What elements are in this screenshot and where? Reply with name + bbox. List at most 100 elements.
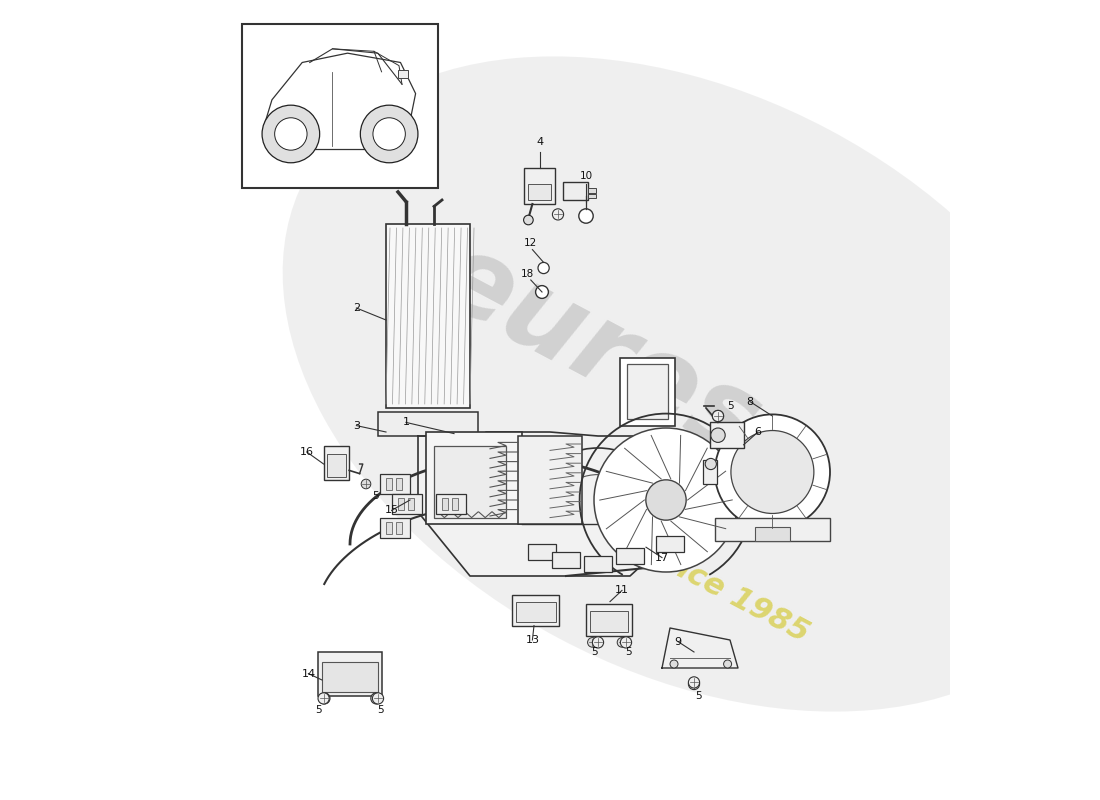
Bar [386,478,393,490]
Text: 5: 5 [727,402,734,411]
Bar [616,548,645,564]
Text: 4: 4 [536,138,543,147]
Bar [528,544,557,560]
Text: 11: 11 [615,586,629,595]
Circle shape [538,262,549,274]
Text: 5: 5 [377,706,384,715]
Bar [656,536,684,552]
Text: 14: 14 [301,669,316,678]
Bar [710,422,744,448]
Circle shape [711,428,725,442]
Bar [392,494,422,514]
Bar [379,518,410,538]
Circle shape [361,105,418,162]
Text: 15: 15 [385,506,398,515]
Circle shape [536,286,549,298]
Circle shape [587,638,597,647]
Bar [378,412,478,436]
Circle shape [646,480,686,520]
Text: 8: 8 [747,397,754,406]
Circle shape [705,458,716,470]
Text: since 1985: since 1985 [638,536,814,648]
Text: 12: 12 [524,238,537,248]
Bar [452,498,458,510]
Bar [386,522,393,534]
Circle shape [373,693,384,704]
Bar [434,446,506,518]
Circle shape [319,693,330,704]
Circle shape [730,430,814,514]
Bar [398,498,405,510]
Bar [627,364,669,419]
Circle shape [593,637,604,648]
Circle shape [262,105,320,162]
Bar [398,70,408,78]
Bar [563,182,589,200]
Text: 5: 5 [372,491,378,501]
Bar [518,436,582,524]
Bar [242,24,438,188]
Text: 5: 5 [695,691,702,701]
Text: 6: 6 [755,427,761,437]
Bar [588,194,596,198]
Bar [703,460,717,484]
Circle shape [713,410,724,422]
Bar [396,522,402,534]
Text: a passion for...: a passion for... [548,445,712,547]
Circle shape [275,118,307,150]
Circle shape [689,677,700,688]
Circle shape [361,479,371,489]
Bar [516,602,556,622]
Bar [584,556,613,572]
Bar [323,446,349,480]
Text: 2: 2 [353,303,360,313]
Circle shape [371,693,382,704]
Circle shape [713,410,724,422]
Circle shape [318,693,329,704]
Bar [551,552,581,568]
Text: eures: eures [418,222,778,482]
Polygon shape [418,432,686,576]
Text: 5: 5 [315,706,321,715]
Circle shape [552,209,563,220]
Bar [408,498,414,510]
Text: 5: 5 [591,647,597,657]
Text: 17: 17 [654,553,669,562]
Circle shape [524,215,534,225]
Circle shape [715,414,830,530]
Text: 13: 13 [526,635,539,645]
Bar [586,604,632,636]
Bar [436,494,466,514]
Text: 18: 18 [521,269,535,278]
Bar [525,168,554,204]
Circle shape [579,209,593,223]
Text: 10: 10 [580,171,593,181]
Bar [588,188,596,193]
Bar [379,474,410,494]
Text: 3: 3 [353,421,360,430]
Bar [755,526,790,541]
Circle shape [724,660,732,668]
Bar [528,184,551,200]
Bar [715,518,830,541]
Text: 5: 5 [625,647,631,657]
Bar [322,662,378,692]
Ellipse shape [283,56,1100,712]
Bar [318,652,382,696]
Text: 1: 1 [403,418,409,427]
Circle shape [620,637,631,648]
Bar [327,454,346,477]
Bar [426,432,522,524]
Bar [620,358,674,426]
Bar [442,498,449,510]
Circle shape [670,660,678,668]
Text: 9: 9 [674,637,682,646]
Bar [386,224,470,408]
Circle shape [689,678,700,690]
Text: 16: 16 [300,447,313,457]
Circle shape [373,118,405,150]
Polygon shape [264,53,416,150]
Bar [513,595,559,626]
Polygon shape [662,628,738,668]
Bar [590,611,628,632]
